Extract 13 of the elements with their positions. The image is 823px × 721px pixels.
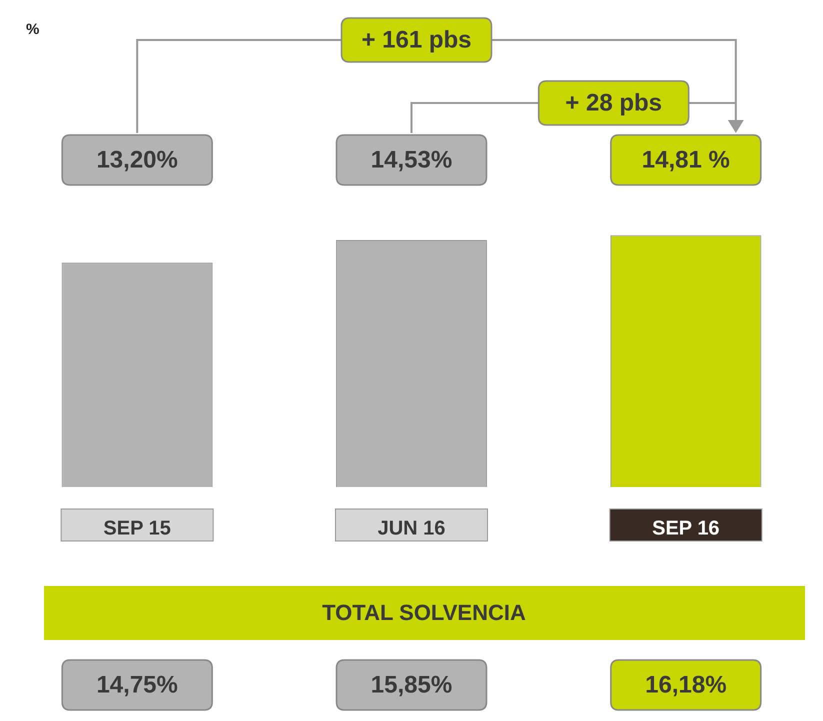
x-tick-label: SEP 16 bbox=[652, 518, 720, 540]
text: % bbox=[26, 21, 40, 38]
text: + 161 pbs bbox=[361, 26, 472, 54]
data-label: 14,53% bbox=[370, 146, 452, 174]
data-label: 13,20% bbox=[96, 146, 178, 174]
x-tick-label: JUN 16 bbox=[378, 518, 446, 540]
text: TOTAL SOLVENCIA bbox=[322, 600, 526, 626]
data-label: 14,81 % bbox=[642, 146, 730, 174]
x-tick-label: SEP 15 bbox=[103, 518, 171, 540]
text: 16,18% bbox=[645, 672, 727, 699]
text: + 28 pbs bbox=[565, 90, 662, 117]
text: 15,85% bbox=[370, 672, 452, 699]
text: 14,75% bbox=[96, 672, 178, 699]
